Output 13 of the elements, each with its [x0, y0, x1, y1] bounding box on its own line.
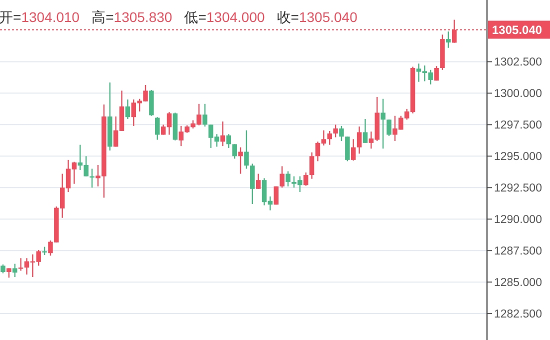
y-tick-label: 1295.000	[494, 151, 542, 164]
y-tick-label: 1282.500	[494, 308, 542, 321]
annotation: 低=1304.000	[184, 9, 265, 25]
y-tick-label: 1302.500	[494, 56, 542, 69]
y-tick-label: 1290.000	[494, 214, 542, 226]
y-tick-label: 1297.500	[494, 120, 542, 132]
ref-line-label: 1305.040	[492, 23, 542, 38]
y-tick-label: 1287.500	[494, 246, 542, 258]
y-tick-label: 1292.500	[494, 182, 542, 195]
annotation: 收=1305.040	[276, 9, 358, 25]
annotation: 高=1305.830	[92, 9, 172, 25]
y-tick-label: 1300.000	[494, 88, 542, 100]
y-tick-label: 1285.000	[494, 277, 542, 290]
